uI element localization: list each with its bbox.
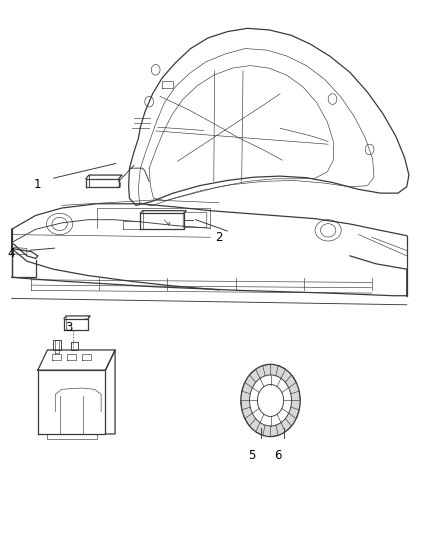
Text: 2: 2 <box>215 231 223 244</box>
Circle shape <box>258 384 284 416</box>
Circle shape <box>241 365 300 437</box>
Text: 5: 5 <box>248 449 255 462</box>
Text: 3: 3 <box>65 321 72 334</box>
Text: 4: 4 <box>8 247 15 260</box>
Circle shape <box>250 375 291 426</box>
Text: 1: 1 <box>34 177 42 191</box>
Text: 6: 6 <box>274 449 282 462</box>
